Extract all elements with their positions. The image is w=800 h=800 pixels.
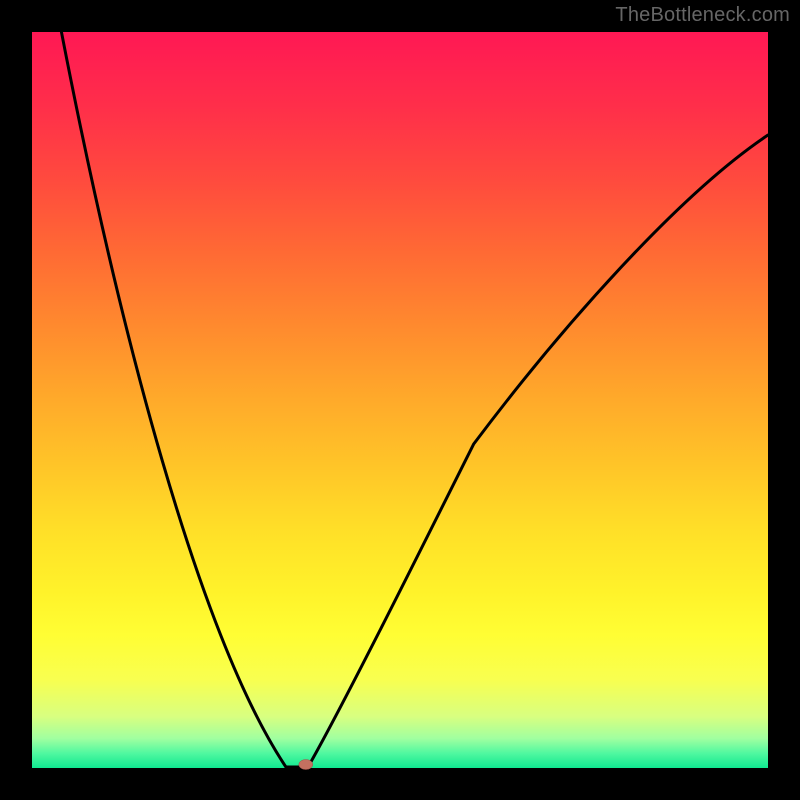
- bottleneck-chart: [0, 0, 800, 800]
- optimal-point-marker: [299, 760, 313, 770]
- plot-area: [32, 32, 768, 768]
- watermark-text: TheBottleneck.com: [615, 4, 790, 27]
- chart-container: TheBottleneck.com: [0, 0, 800, 800]
